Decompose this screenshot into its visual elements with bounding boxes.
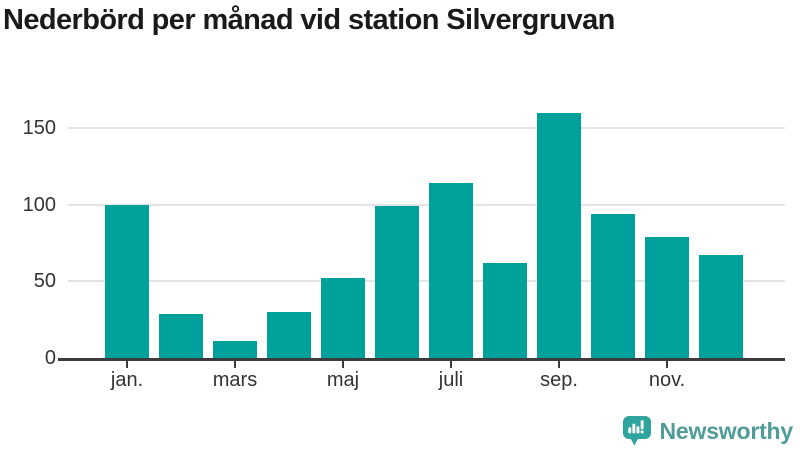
- bar-3: [213, 341, 257, 358]
- bar-4: [267, 311, 311, 358]
- bar-12: [699, 255, 743, 358]
- x-axis-tick: [558, 361, 560, 368]
- exclamation-bar: [640, 420, 644, 430]
- brand-name: Newsworthy: [659, 417, 794, 444]
- y-axis-tick-label: 0: [44, 347, 56, 369]
- bar-7: [429, 183, 473, 358]
- x-axis-tick-label: jan.: [110, 369, 144, 391]
- mini-bar-3: [636, 426, 639, 434]
- bar-1: [105, 204, 149, 358]
- gridline-150: [68, 126, 785, 129]
- y-axis-tick-label: 50: [33, 270, 56, 293]
- x-axis-tick: [450, 361, 452, 368]
- y-axis-tick-label: 150: [22, 116, 56, 139]
- x-axis-tick-label: sep.: [540, 369, 578, 391]
- x-axis-line: [58, 358, 785, 361]
- x-axis-tick-label: maj: [326, 369, 360, 391]
- gridline-50: [68, 280, 785, 283]
- bar-5: [321, 278, 365, 358]
- bar-11: [645, 236, 689, 358]
- exclamation-dot: [640, 430, 644, 434]
- x-axis-tick-label: nov.: [648, 369, 686, 391]
- x-axis-tick: [126, 361, 128, 368]
- bar-6: [375, 206, 419, 358]
- bar-2: [159, 313, 203, 358]
- chart-title: Nederbörd per månad vid station Silvergr…: [3, 4, 615, 36]
- x-axis-tick: [234, 361, 236, 368]
- x-axis-tick: [666, 361, 668, 368]
- x-axis-tick-label: juli: [438, 369, 464, 391]
- brand-footer: Newsworthy: [622, 415, 793, 447]
- gridline-100: [68, 203, 785, 206]
- bars-row: [105, 112, 743, 358]
- newsworthy-logo-icon: [622, 416, 651, 446]
- y-axis-tick-label: 100: [22, 193, 56, 216]
- x-axis-tick: [342, 361, 344, 368]
- bar-10: [591, 213, 635, 358]
- bar-9: [537, 112, 581, 358]
- mini-bar-2: [631, 423, 635, 434]
- x-axis-tick-label: mars: [212, 369, 258, 391]
- bar-8: [483, 262, 527, 358]
- mini-bar-1: [627, 427, 631, 434]
